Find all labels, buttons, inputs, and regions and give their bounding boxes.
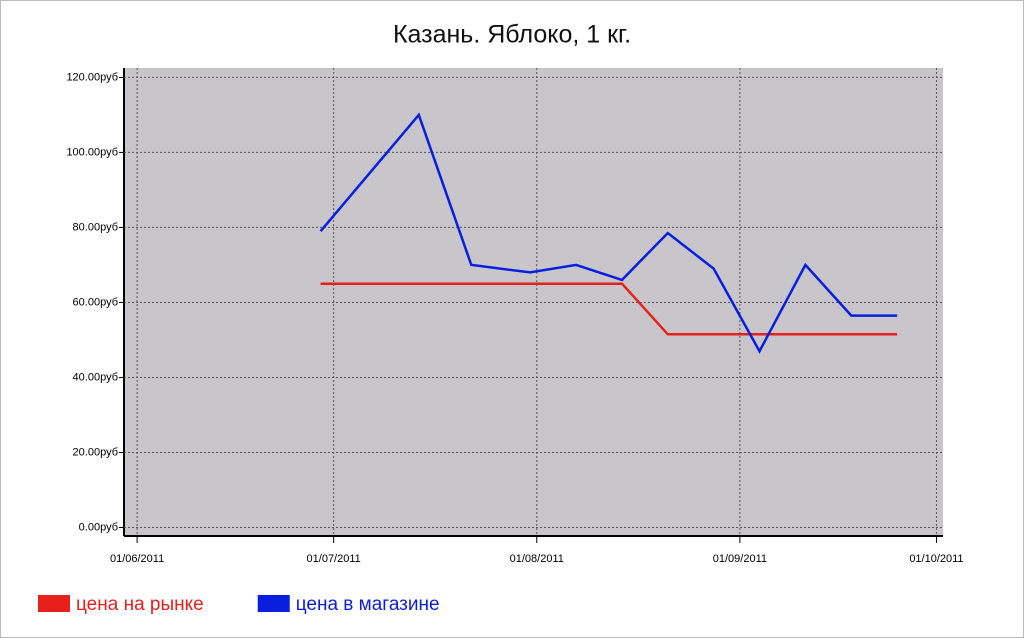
y-tick-label: 100.00руб [66, 146, 118, 158]
y-tick-label: 0.00руб [79, 521, 118, 533]
chart-title: Казань. Яблоко, 1 кг. [393, 21, 631, 49]
y-tick-label: 80.00руб [73, 221, 118, 233]
y-tick-label: 20.00руб [73, 446, 118, 458]
legend-swatch [257, 595, 290, 612]
plot-area [124, 68, 943, 535]
legend-label: цена на рынке [76, 594, 204, 615]
y-tick-label: 40.00руб [73, 371, 118, 383]
x-tick-label: 01/10/2011 [909, 553, 963, 565]
series-line [320, 282, 898, 336]
legend-label: цена в магазине [296, 594, 440, 615]
y-tick-label: 60.00руб [73, 296, 118, 308]
series-line [319, 112, 898, 354]
y-tick-label: 120.00руб [66, 71, 118, 83]
legend-swatch [38, 595, 70, 612]
x-tick-label: 01/09/2011 [713, 553, 767, 565]
x-tick-label: 01/06/2011 [110, 553, 164, 565]
x-tick-label: 01/07/2011 [307, 553, 361, 565]
x-tick-label: 01/08/2011 [510, 553, 564, 565]
